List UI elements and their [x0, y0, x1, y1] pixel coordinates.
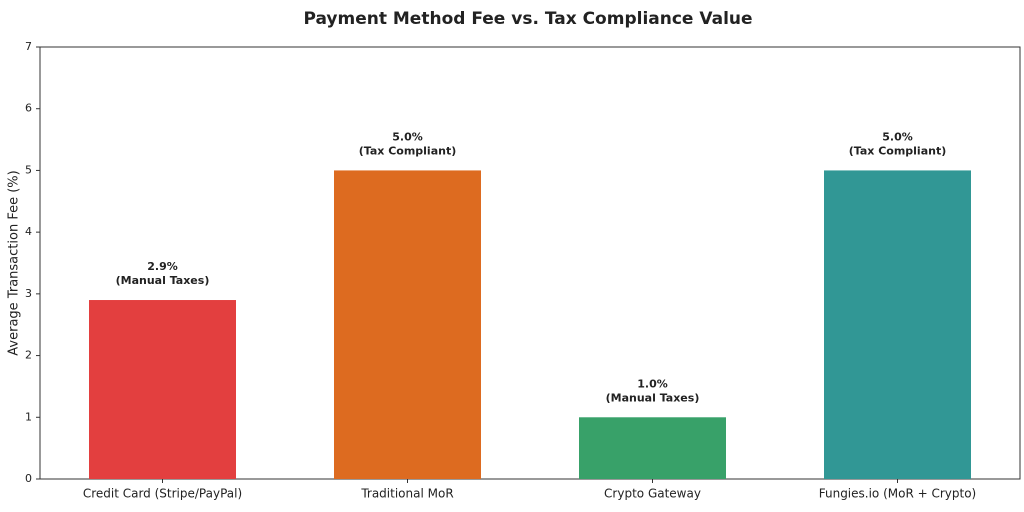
- bar: [89, 300, 236, 479]
- value-label: 5.0%: [392, 130, 423, 143]
- y-axis-label: Average Transaction Fee (%): [7, 170, 22, 355]
- value-annotation: (Tax Compliant): [849, 144, 947, 157]
- y-tick-label: 0: [25, 472, 32, 485]
- chart-title: Payment Method Fee vs. Tax Compliance Va…: [303, 9, 752, 29]
- value-label: 5.0%: [882, 130, 913, 143]
- y-tick-label: 5: [25, 163, 32, 176]
- y-tick-label: 7: [25, 40, 32, 53]
- x-tick-label: Crypto Gateway: [604, 487, 701, 501]
- x-tick-label: Traditional MoR: [360, 487, 453, 501]
- x-tick-label: Credit Card (Stripe/PayPal): [83, 487, 242, 501]
- bar: [334, 170, 481, 479]
- x-tick-label: Fungies.io (MoR + Crypto): [819, 487, 977, 501]
- value-label: 1.0%: [637, 377, 668, 390]
- y-tick-label: 1: [25, 410, 32, 423]
- value-label: 2.9%: [147, 260, 178, 273]
- y-tick-label: 3: [25, 287, 32, 300]
- bar: [579, 417, 726, 479]
- y-tick-label: 6: [25, 102, 32, 115]
- value-annotation: (Manual Taxes): [116, 274, 210, 287]
- plot-frame: [39, 46, 1021, 480]
- y-tick-label: 4: [25, 225, 32, 238]
- value-annotation: (Tax Compliant): [359, 144, 457, 157]
- bar: [824, 170, 971, 479]
- y-tick-label: 2: [25, 349, 32, 362]
- value-annotation: (Manual Taxes): [606, 391, 700, 404]
